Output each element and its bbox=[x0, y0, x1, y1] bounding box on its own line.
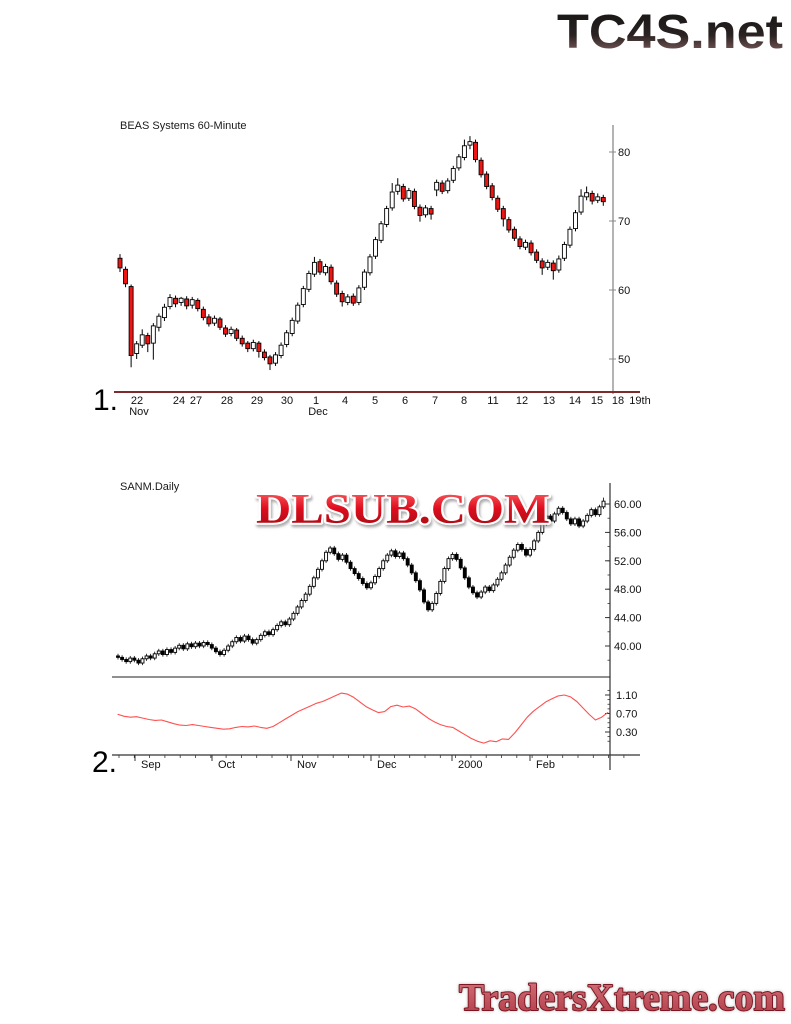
svg-text:44.00: 44.00 bbox=[614, 613, 642, 625]
svg-text:60: 60 bbox=[618, 285, 630, 297]
chart1-title: BEAS Systems 60-Minute bbox=[120, 120, 247, 132]
svg-text:Sep: Sep bbox=[141, 759, 161, 771]
svg-text:14: 14 bbox=[569, 395, 581, 407]
svg-text:7: 7 bbox=[432, 395, 438, 407]
svg-text:28: 28 bbox=[221, 395, 233, 407]
svg-text:40.00: 40.00 bbox=[614, 641, 642, 653]
svg-text:13: 13 bbox=[543, 395, 555, 407]
svg-text:Nov: Nov bbox=[297, 759, 317, 771]
chart2-indicator: 1.10 0.70 0.30 bbox=[117, 689, 637, 744]
svg-text:12: 12 bbox=[516, 395, 528, 407]
tradersxtreme-logo[interactable]: TradersXtreme.com bbox=[452, 972, 791, 1024]
tc4s-logo[interactable]: TC4S.net bbox=[552, 2, 788, 62]
dlsub-watermark-text: DLSUB.COM bbox=[256, 487, 550, 533]
svg-text:8: 8 bbox=[461, 395, 467, 407]
svg-text:70: 70 bbox=[618, 216, 630, 228]
svg-text:50: 50 bbox=[618, 354, 630, 366]
svg-text:52.00: 52.00 bbox=[614, 556, 642, 568]
svg-text:0.70: 0.70 bbox=[616, 709, 637, 721]
svg-text:30: 30 bbox=[281, 395, 293, 407]
svg-text:56.00: 56.00 bbox=[614, 527, 642, 539]
chart1-candles bbox=[117, 136, 606, 371]
svg-text:18: 18 bbox=[612, 395, 624, 407]
svg-text:22: 22 bbox=[131, 395, 143, 407]
svg-text:60.00: 60.00 bbox=[614, 499, 642, 511]
figure-1-label: 1. bbox=[93, 384, 119, 417]
svg-text:27: 27 bbox=[190, 395, 202, 407]
tradersxtreme-logo-text: TradersXtreme.com bbox=[459, 977, 785, 1019]
svg-text:29: 29 bbox=[251, 395, 263, 407]
svg-text:15: 15 bbox=[591, 395, 603, 407]
svg-text:Dec: Dec bbox=[308, 406, 328, 418]
svg-text:Dec: Dec bbox=[377, 759, 397, 771]
svg-text:48.00: 48.00 bbox=[614, 584, 642, 596]
svg-text:80: 80 bbox=[618, 147, 630, 159]
svg-text:4: 4 bbox=[342, 395, 348, 407]
svg-text:24: 24 bbox=[173, 395, 185, 407]
svg-text:19th: 19th bbox=[629, 395, 650, 407]
svg-text:1: 1 bbox=[313, 395, 319, 407]
figure-2-label: 2. bbox=[92, 746, 118, 779]
chart2: 60.00 56.00 52.00 48.00 44.00 40.00 Sep Oct Nov D… bbox=[112, 483, 642, 771]
dlsub-watermark: DLSUB.COM bbox=[254, 485, 552, 535]
svg-text:6: 6 bbox=[402, 395, 408, 407]
chart2-candles bbox=[116, 497, 606, 666]
svg-text:1.10: 1.10 bbox=[616, 690, 637, 702]
svg-text:11: 11 bbox=[487, 395, 498, 407]
svg-text:5: 5 bbox=[372, 395, 378, 407]
svg-text:0.30: 0.30 bbox=[616, 727, 637, 739]
svg-text:2000: 2000 bbox=[458, 759, 482, 771]
chart2-title: SANM.Daily bbox=[120, 481, 180, 493]
tc4s-logo-text: TC4S.net bbox=[557, 6, 783, 59]
svg-text:Feb: Feb bbox=[536, 759, 555, 771]
svg-text:Oct: Oct bbox=[218, 759, 235, 771]
svg-text:Nov: Nov bbox=[129, 406, 149, 418]
